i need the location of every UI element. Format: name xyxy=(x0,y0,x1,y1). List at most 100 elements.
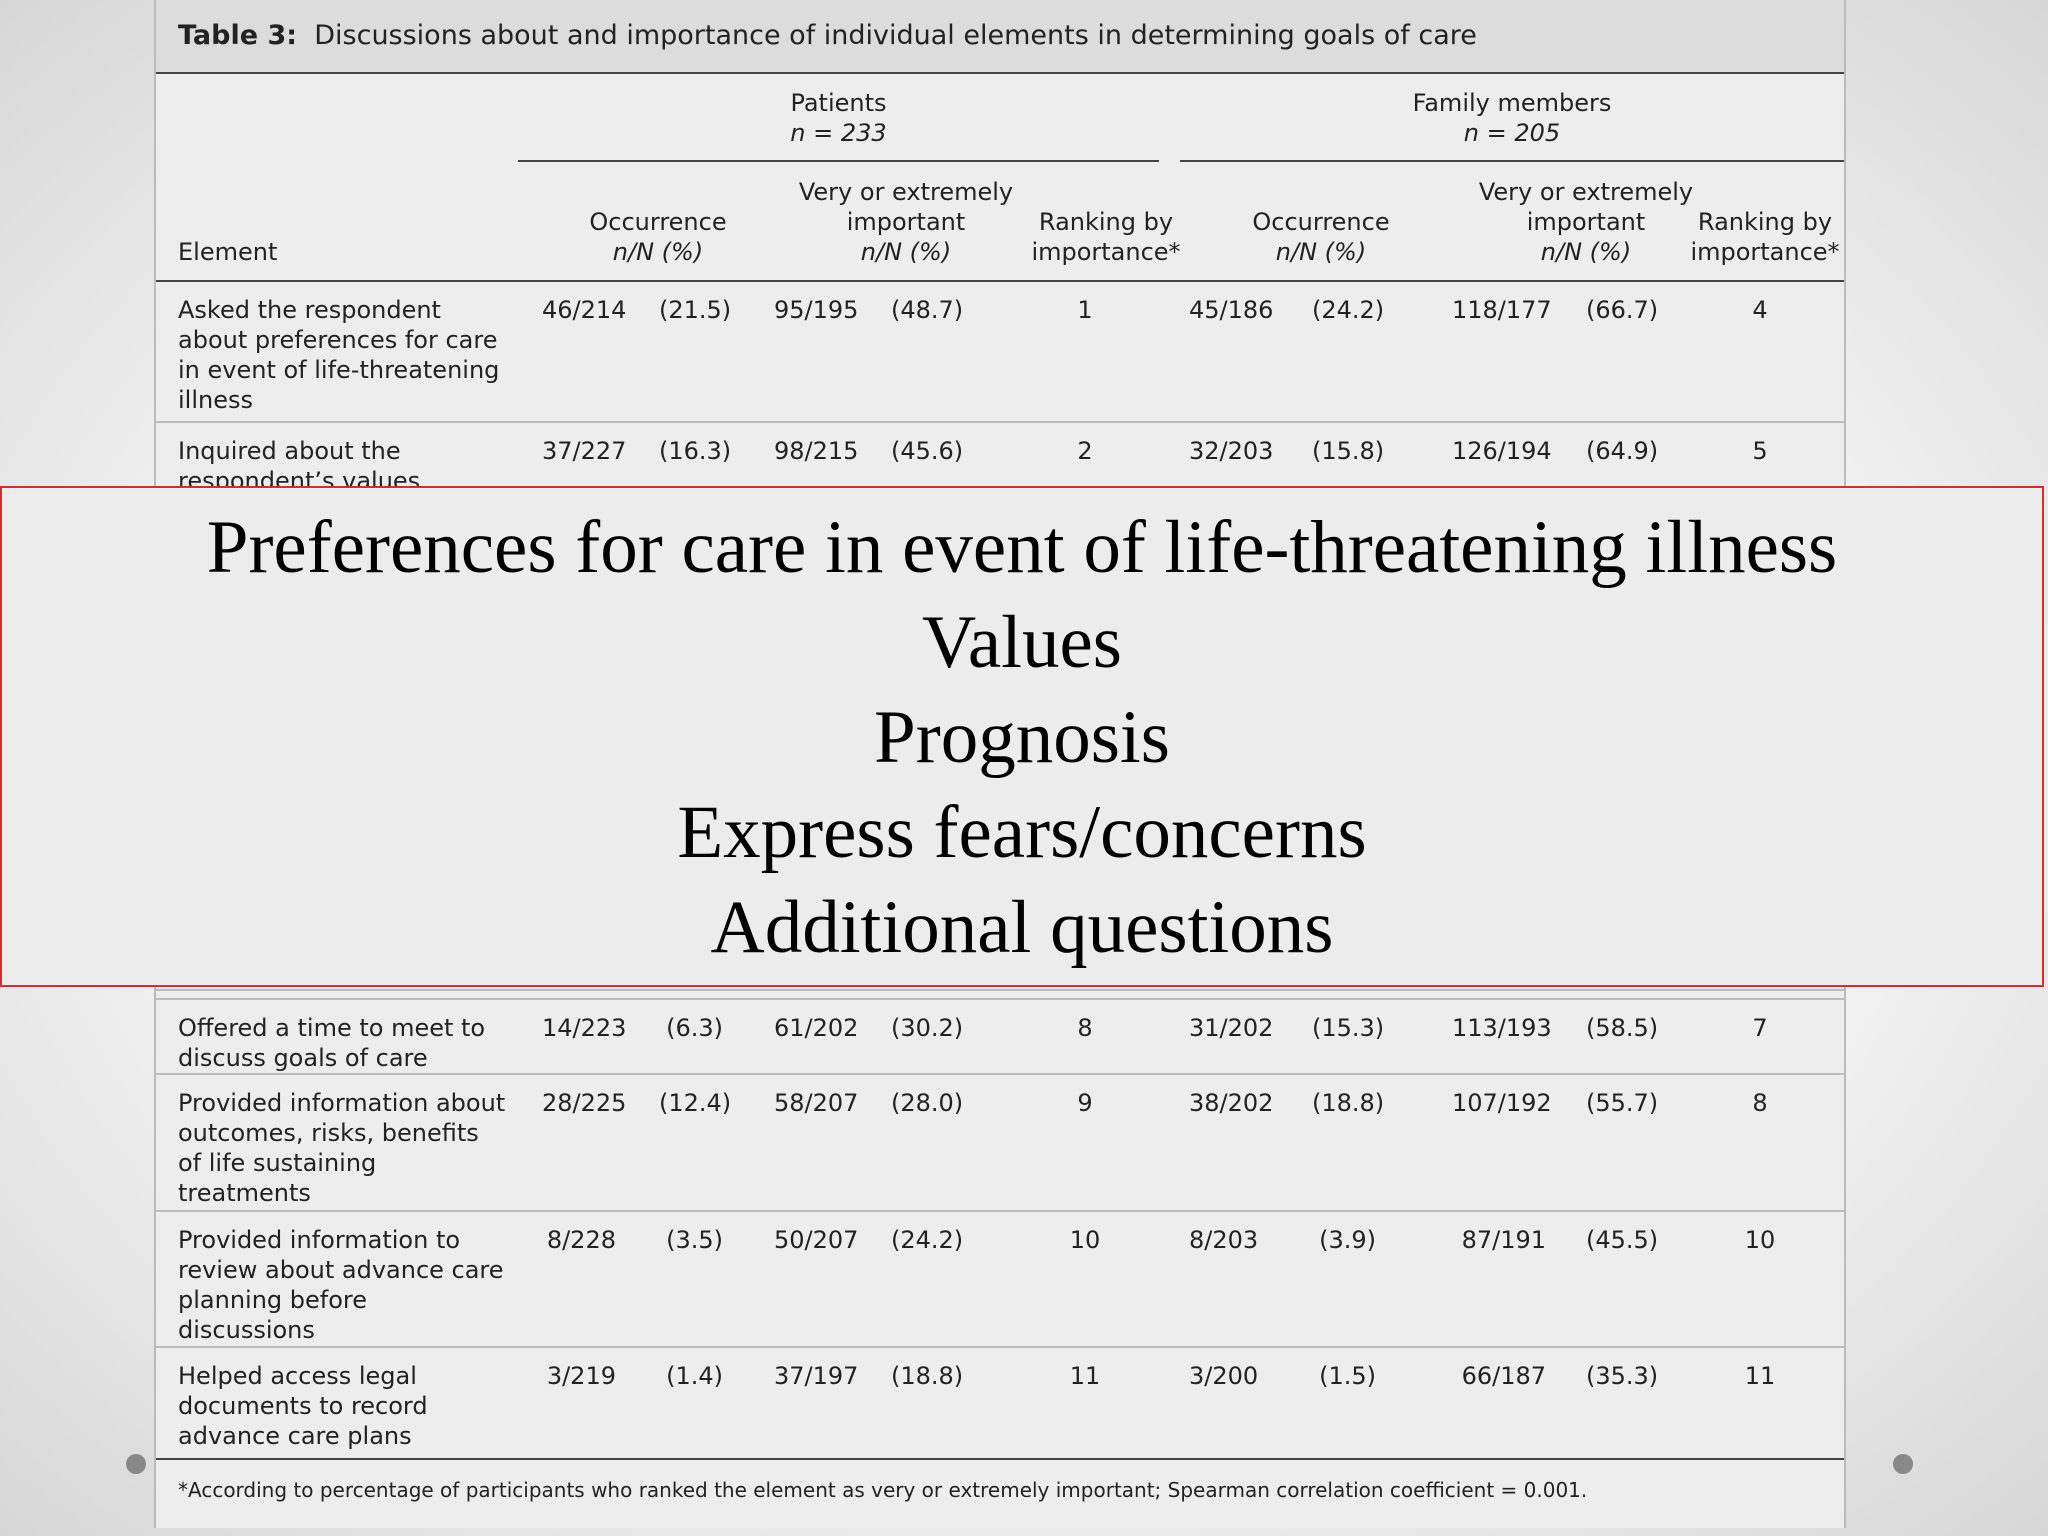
value-cell: 37/227 xyxy=(542,437,627,465)
value-cell: 95/195 xyxy=(774,296,859,324)
value-cell: (35.3) xyxy=(1586,1362,1659,1390)
value-cell: 3/219 xyxy=(546,1362,616,1390)
value-cell: 66/187 xyxy=(1461,1362,1546,1390)
value-cell: (15.8) xyxy=(1312,437,1385,465)
value-cell: 118/177 xyxy=(1452,296,1552,324)
row-rule xyxy=(156,998,1844,1000)
group-name: Family members xyxy=(1412,89,1612,117)
column-unit: n/N (%) xyxy=(860,238,952,266)
column-header: Very or extremely important n/N (%) xyxy=(776,177,1036,267)
row-rule xyxy=(156,1346,1844,1348)
element-cell: Offered a time to meet to discuss goals … xyxy=(178,1014,486,1072)
value-cell: (12.4) xyxy=(659,1089,732,1117)
row-rule xyxy=(156,1073,1844,1075)
caption-label: Table 3: xyxy=(178,20,298,51)
value-cell: (16.3) xyxy=(659,437,732,465)
element-cell: Provided information about outcomes, ris… xyxy=(178,1089,506,1207)
column-header: Ranking by importance* xyxy=(1686,207,1844,267)
value-cell: 46/214 xyxy=(542,296,627,324)
value-cell: 50/207 xyxy=(774,1226,859,1254)
element-cell: Helped access legal documents to record … xyxy=(178,1362,428,1450)
value-cell: 113/193 xyxy=(1452,1014,1552,1042)
overlay-line: Prognosis xyxy=(874,696,1170,779)
value-cell: 32/203 xyxy=(1189,437,1274,465)
value-cell: 31/202 xyxy=(1189,1014,1274,1042)
value-cell: 58/207 xyxy=(774,1089,859,1117)
value-cell: (1.4) xyxy=(666,1362,723,1390)
value-cell: (3.9) xyxy=(1319,1226,1376,1254)
value-cell: (28.0) xyxy=(891,1089,964,1117)
value-cell: 28/225 xyxy=(542,1089,627,1117)
footnote: *According to percentage of participants… xyxy=(178,1478,1588,1502)
value-cell: 126/194 xyxy=(1452,437,1552,465)
value-cell: 8 xyxy=(1752,1089,1768,1117)
value-cell: (58.5) xyxy=(1586,1014,1659,1042)
value-cell: 45/186 xyxy=(1189,296,1274,324)
column-title: Very or extremely important xyxy=(798,178,1014,236)
value-cell: 14/223 xyxy=(542,1014,627,1042)
value-cell: 107/192 xyxy=(1452,1089,1552,1117)
row-rule xyxy=(156,421,1844,423)
value-cell: 5 xyxy=(1752,437,1768,465)
overlay-line: Values xyxy=(922,601,1122,684)
column-header: Occurrence n/N (%) xyxy=(518,207,798,267)
value-cell: (24.2) xyxy=(891,1226,964,1254)
column-header: Occurrence n/N (%) xyxy=(1181,207,1461,267)
value-cell: (24.2) xyxy=(1312,296,1385,324)
header-rule xyxy=(156,280,1844,282)
value-cell: (18.8) xyxy=(1312,1089,1385,1117)
element-cell: Asked the respondent about preferences f… xyxy=(178,296,500,414)
value-cell: (66.7) xyxy=(1586,296,1659,324)
group-header: Patients n = 233 xyxy=(518,88,1159,148)
overlay-line: Additional questions xyxy=(710,886,1334,969)
column-title: Occurrence xyxy=(1252,208,1390,236)
value-cell: (21.5) xyxy=(659,296,732,324)
column-title: Ranking by importance* xyxy=(1031,208,1181,266)
value-cell: (55.7) xyxy=(1586,1089,1659,1117)
value-cell: 8 xyxy=(1077,1014,1093,1042)
group-rule xyxy=(518,160,1159,162)
column-title: Occurrence xyxy=(589,208,727,236)
value-cell: 10 xyxy=(1069,1226,1101,1254)
overlay-line: Preferences for care in event of life-th… xyxy=(206,506,1838,589)
column-title: Ranking by importance* xyxy=(1690,208,1840,266)
value-cell: (3.5) xyxy=(666,1226,723,1254)
bullet-dot xyxy=(1893,1454,1913,1474)
value-cell: (1.5) xyxy=(1319,1362,1376,1390)
overlay-line: Express fears/concerns xyxy=(677,791,1367,874)
value-cell: (45.5) xyxy=(1586,1226,1659,1254)
group-header: Family members n = 205 xyxy=(1180,88,1844,148)
column-unit: n/N (%) xyxy=(1275,238,1367,266)
value-cell: 1 xyxy=(1077,296,1093,324)
value-cell: 10 xyxy=(1744,1226,1776,1254)
column-unit: n/N (%) xyxy=(1540,238,1632,266)
value-cell: 4 xyxy=(1752,296,1768,324)
element-header: Element xyxy=(178,238,278,266)
overlay-box: Preferences for care in event of life-th… xyxy=(0,486,2044,987)
column-unit: n/N (%) xyxy=(612,238,704,266)
value-cell: 61/202 xyxy=(774,1014,859,1042)
value-cell: (6.3) xyxy=(666,1014,723,1042)
caption-text: Discussions about and importance of indi… xyxy=(314,20,1477,51)
value-cell: 11 xyxy=(1069,1362,1101,1390)
row-rule xyxy=(156,1210,1844,1212)
footnote-rule xyxy=(156,1458,1844,1460)
column-title: Very or extremely important xyxy=(1478,178,1694,236)
value-cell: 87/191 xyxy=(1461,1226,1546,1254)
value-cell: (64.9) xyxy=(1586,437,1659,465)
value-cell: (18.8) xyxy=(891,1362,964,1390)
value-cell: 2 xyxy=(1077,437,1093,465)
value-cell: (45.6) xyxy=(891,437,964,465)
value-cell: 8/228 xyxy=(546,1226,616,1254)
bullet-dot xyxy=(126,1454,146,1474)
group-n: n = 233 xyxy=(790,119,887,147)
group-n: n = 205 xyxy=(1463,119,1561,147)
caption: Table 3: Discussions about and importanc… xyxy=(156,0,1844,74)
value-cell: 38/202 xyxy=(1189,1089,1274,1117)
value-cell: 98/215 xyxy=(774,437,859,465)
element-cell: Provided information to review about adv… xyxy=(178,1226,504,1344)
value-cell: 8/203 xyxy=(1189,1226,1259,1254)
value-cell: 7 xyxy=(1752,1014,1768,1042)
caption-text xyxy=(306,20,315,51)
